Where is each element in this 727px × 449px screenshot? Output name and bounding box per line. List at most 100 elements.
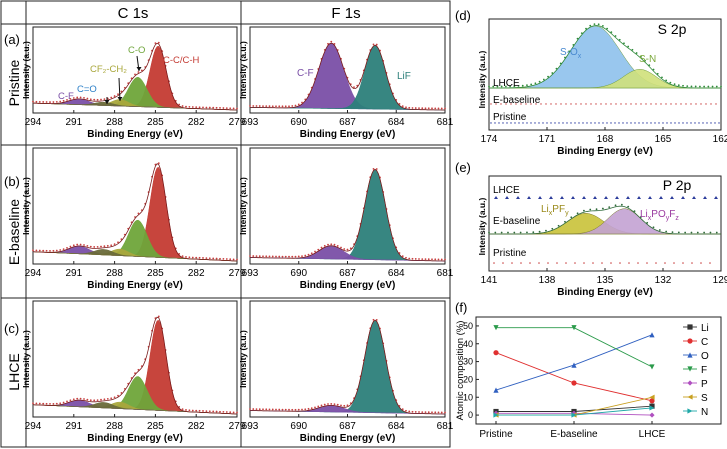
raw-data-point <box>618 122 620 124</box>
label-c-o: C-O <box>128 45 145 56</box>
raw-data-point <box>336 403 339 406</box>
data-point <box>493 412 499 418</box>
raw-data-point <box>66 400 68 403</box>
legend-label-n: N <box>701 407 708 418</box>
raw-data-point <box>262 408 264 411</box>
x-tick-label: 684 <box>388 117 405 128</box>
x-tick-label: 129 <box>713 275 727 286</box>
raw-data-point <box>670 122 672 124</box>
raw-data-point <box>566 122 568 124</box>
peak-lif <box>250 169 445 262</box>
raw-data-point <box>669 81 672 84</box>
data-point <box>493 325 499 331</box>
raw-data-point <box>45 101 48 103</box>
data-point <box>649 412 655 418</box>
raw-data-point <box>401 105 404 108</box>
raw-data-point <box>560 196 564 199</box>
row-b-letter: (b) <box>4 174 20 189</box>
raw-data-point <box>659 196 663 199</box>
raw-data-point <box>610 103 612 105</box>
raw-data-point <box>72 398 75 401</box>
raw-data-point <box>100 98 102 101</box>
series-line-f <box>496 327 653 368</box>
raw-data-point <box>550 122 552 124</box>
raw-data-point <box>658 229 661 231</box>
raw-data-point <box>291 408 294 411</box>
raw-data-point <box>232 411 235 414</box>
raw-data-point <box>526 84 528 87</box>
raw-data-point <box>527 196 531 199</box>
raw-data-point <box>346 404 349 407</box>
data-point <box>649 364 655 370</box>
raw-data-point <box>614 204 617 207</box>
raw-data-point <box>140 69 143 72</box>
raw-data-point <box>271 408 274 411</box>
raw-data-point <box>252 105 255 107</box>
x-tick-label: 690 <box>290 421 307 432</box>
raw-data-point <box>549 196 553 199</box>
raw-data-point <box>35 249 38 252</box>
raw-data-point <box>291 255 294 258</box>
raw-data-point <box>208 106 211 109</box>
raw-data-point <box>673 262 675 264</box>
peak-c-f <box>250 42 445 111</box>
raw-data-point <box>59 249 62 251</box>
raw-data-point <box>72 97 75 99</box>
raw-data-point <box>262 105 264 107</box>
raw-data-point <box>418 107 420 110</box>
raw-data-point <box>137 368 140 371</box>
raw-data-point <box>52 101 55 103</box>
raw-data-point <box>268 105 271 108</box>
raw-data-point <box>32 402 34 405</box>
raw-data-point <box>255 105 258 107</box>
x-tick-label: 693 <box>242 421 259 432</box>
x-tick-label: 291 <box>65 421 82 432</box>
fit-envelope <box>489 25 721 89</box>
x-tick-label: 135 <box>597 275 614 286</box>
y-tick-label: 0 <box>468 410 473 420</box>
raw-data-point <box>275 408 277 411</box>
raw-data-point <box>709 231 712 234</box>
raw-data-point <box>284 408 287 411</box>
legend-label-o: O <box>701 351 709 362</box>
raw-data-point <box>648 196 652 199</box>
raw-data-point <box>525 103 527 105</box>
raw-data-point <box>576 212 579 215</box>
raw-data-point <box>557 224 560 227</box>
raw-data-point <box>633 210 636 213</box>
raw-data-point <box>320 246 323 249</box>
raw-data-point <box>634 122 636 124</box>
raw-data-point <box>275 255 277 258</box>
raw-data-point <box>222 410 225 413</box>
raw-data-point <box>538 80 541 83</box>
raw-data-point <box>493 262 495 264</box>
raw-data-point <box>628 262 630 264</box>
raw-data-point <box>100 398 102 401</box>
raw-data-point <box>555 103 557 105</box>
raw-data-point <box>202 106 204 109</box>
raw-data-point <box>574 262 576 264</box>
data-point <box>687 380 693 386</box>
x-axis-label: Binding Energy (eV) <box>300 280 396 291</box>
raw-data-point <box>658 122 660 124</box>
raw-data-point <box>515 103 517 105</box>
raw-data-point <box>444 258 446 261</box>
raw-data-point <box>271 255 274 258</box>
x-tick-label: 132 <box>655 275 672 286</box>
raw-data-point <box>690 122 692 124</box>
raw-data-point <box>626 196 630 199</box>
raw-data-point <box>534 82 537 85</box>
raw-data-point <box>408 257 411 260</box>
raw-data-point <box>35 402 38 405</box>
x-tick-label: Pristine <box>479 429 513 440</box>
raw-data-point <box>592 262 594 264</box>
raw-data-point <box>511 262 513 264</box>
raw-data-point <box>310 407 313 410</box>
raw-data-point <box>117 241 119 244</box>
panel-d-title: S 2p <box>658 21 687 37</box>
raw-data-point <box>414 411 417 413</box>
panel-e-letter: (e) <box>455 160 471 175</box>
x-tick-label: 279 <box>229 421 246 432</box>
raw-data-point <box>137 212 140 215</box>
raw-data-point <box>188 256 191 259</box>
